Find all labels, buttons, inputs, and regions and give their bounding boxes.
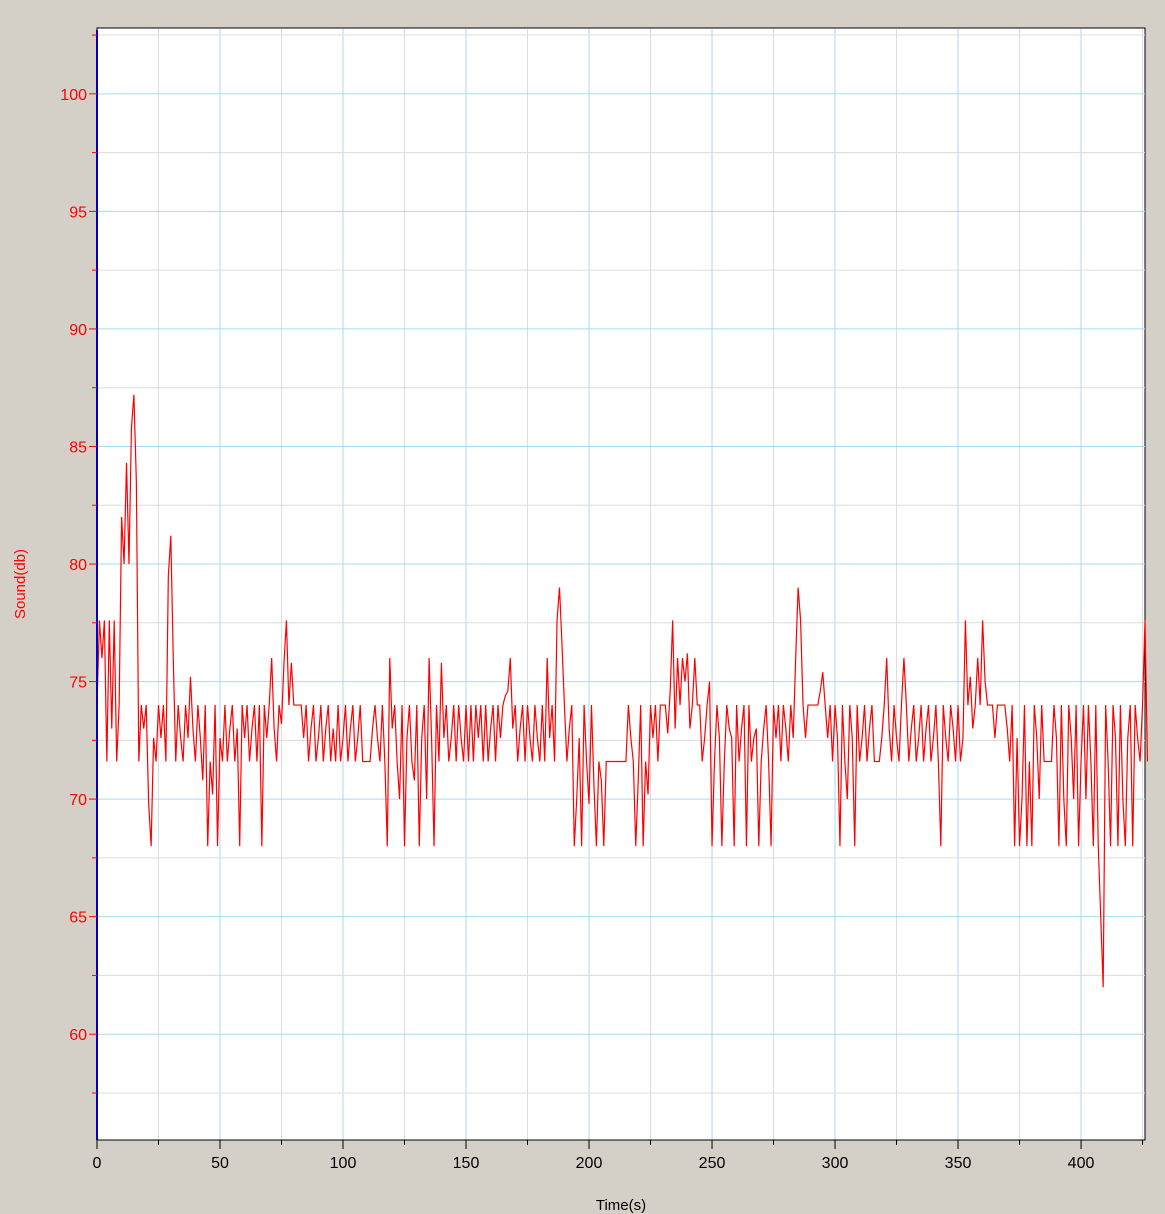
x-axis-label: Time(s) [596,1197,646,1214]
y-tick-label: 65 [69,910,87,927]
sound-series-line [96,394,1149,988]
x-tick-label: 200 [576,1155,603,1172]
plot-area [96,27,1146,1141]
y-tick-label: 100 [60,87,87,104]
x-tick-label: 350 [945,1155,972,1172]
grid-lines [97,29,1145,1140]
y-tick-label: 85 [69,439,87,456]
axes: 60 65 70 75 80 85 90 95 100 0 50 100 150 200 250 300 350… [60,34,1144,1172]
y-axis-label: Sound(db) [12,549,29,619]
x-tick-label: 100 [330,1155,357,1172]
y-tick-label: 95 [69,204,87,221]
x-tick-label: 0 [93,1155,102,1172]
y-tick-label: 75 [69,675,87,692]
x-tick-label: 250 [699,1155,726,1172]
y-tick-label: 60 [69,1027,87,1044]
y-tick-label: 90 [69,322,87,339]
x-tick-label: 400 [1068,1155,1095,1172]
x-tick-label: 300 [822,1155,849,1172]
y-tick-label: 70 [69,792,87,809]
y-tick-label: 80 [69,557,87,574]
x-tick-label: 150 [453,1155,480,1172]
x-tick-label: 50 [211,1155,229,1172]
data-layer [96,394,1149,988]
